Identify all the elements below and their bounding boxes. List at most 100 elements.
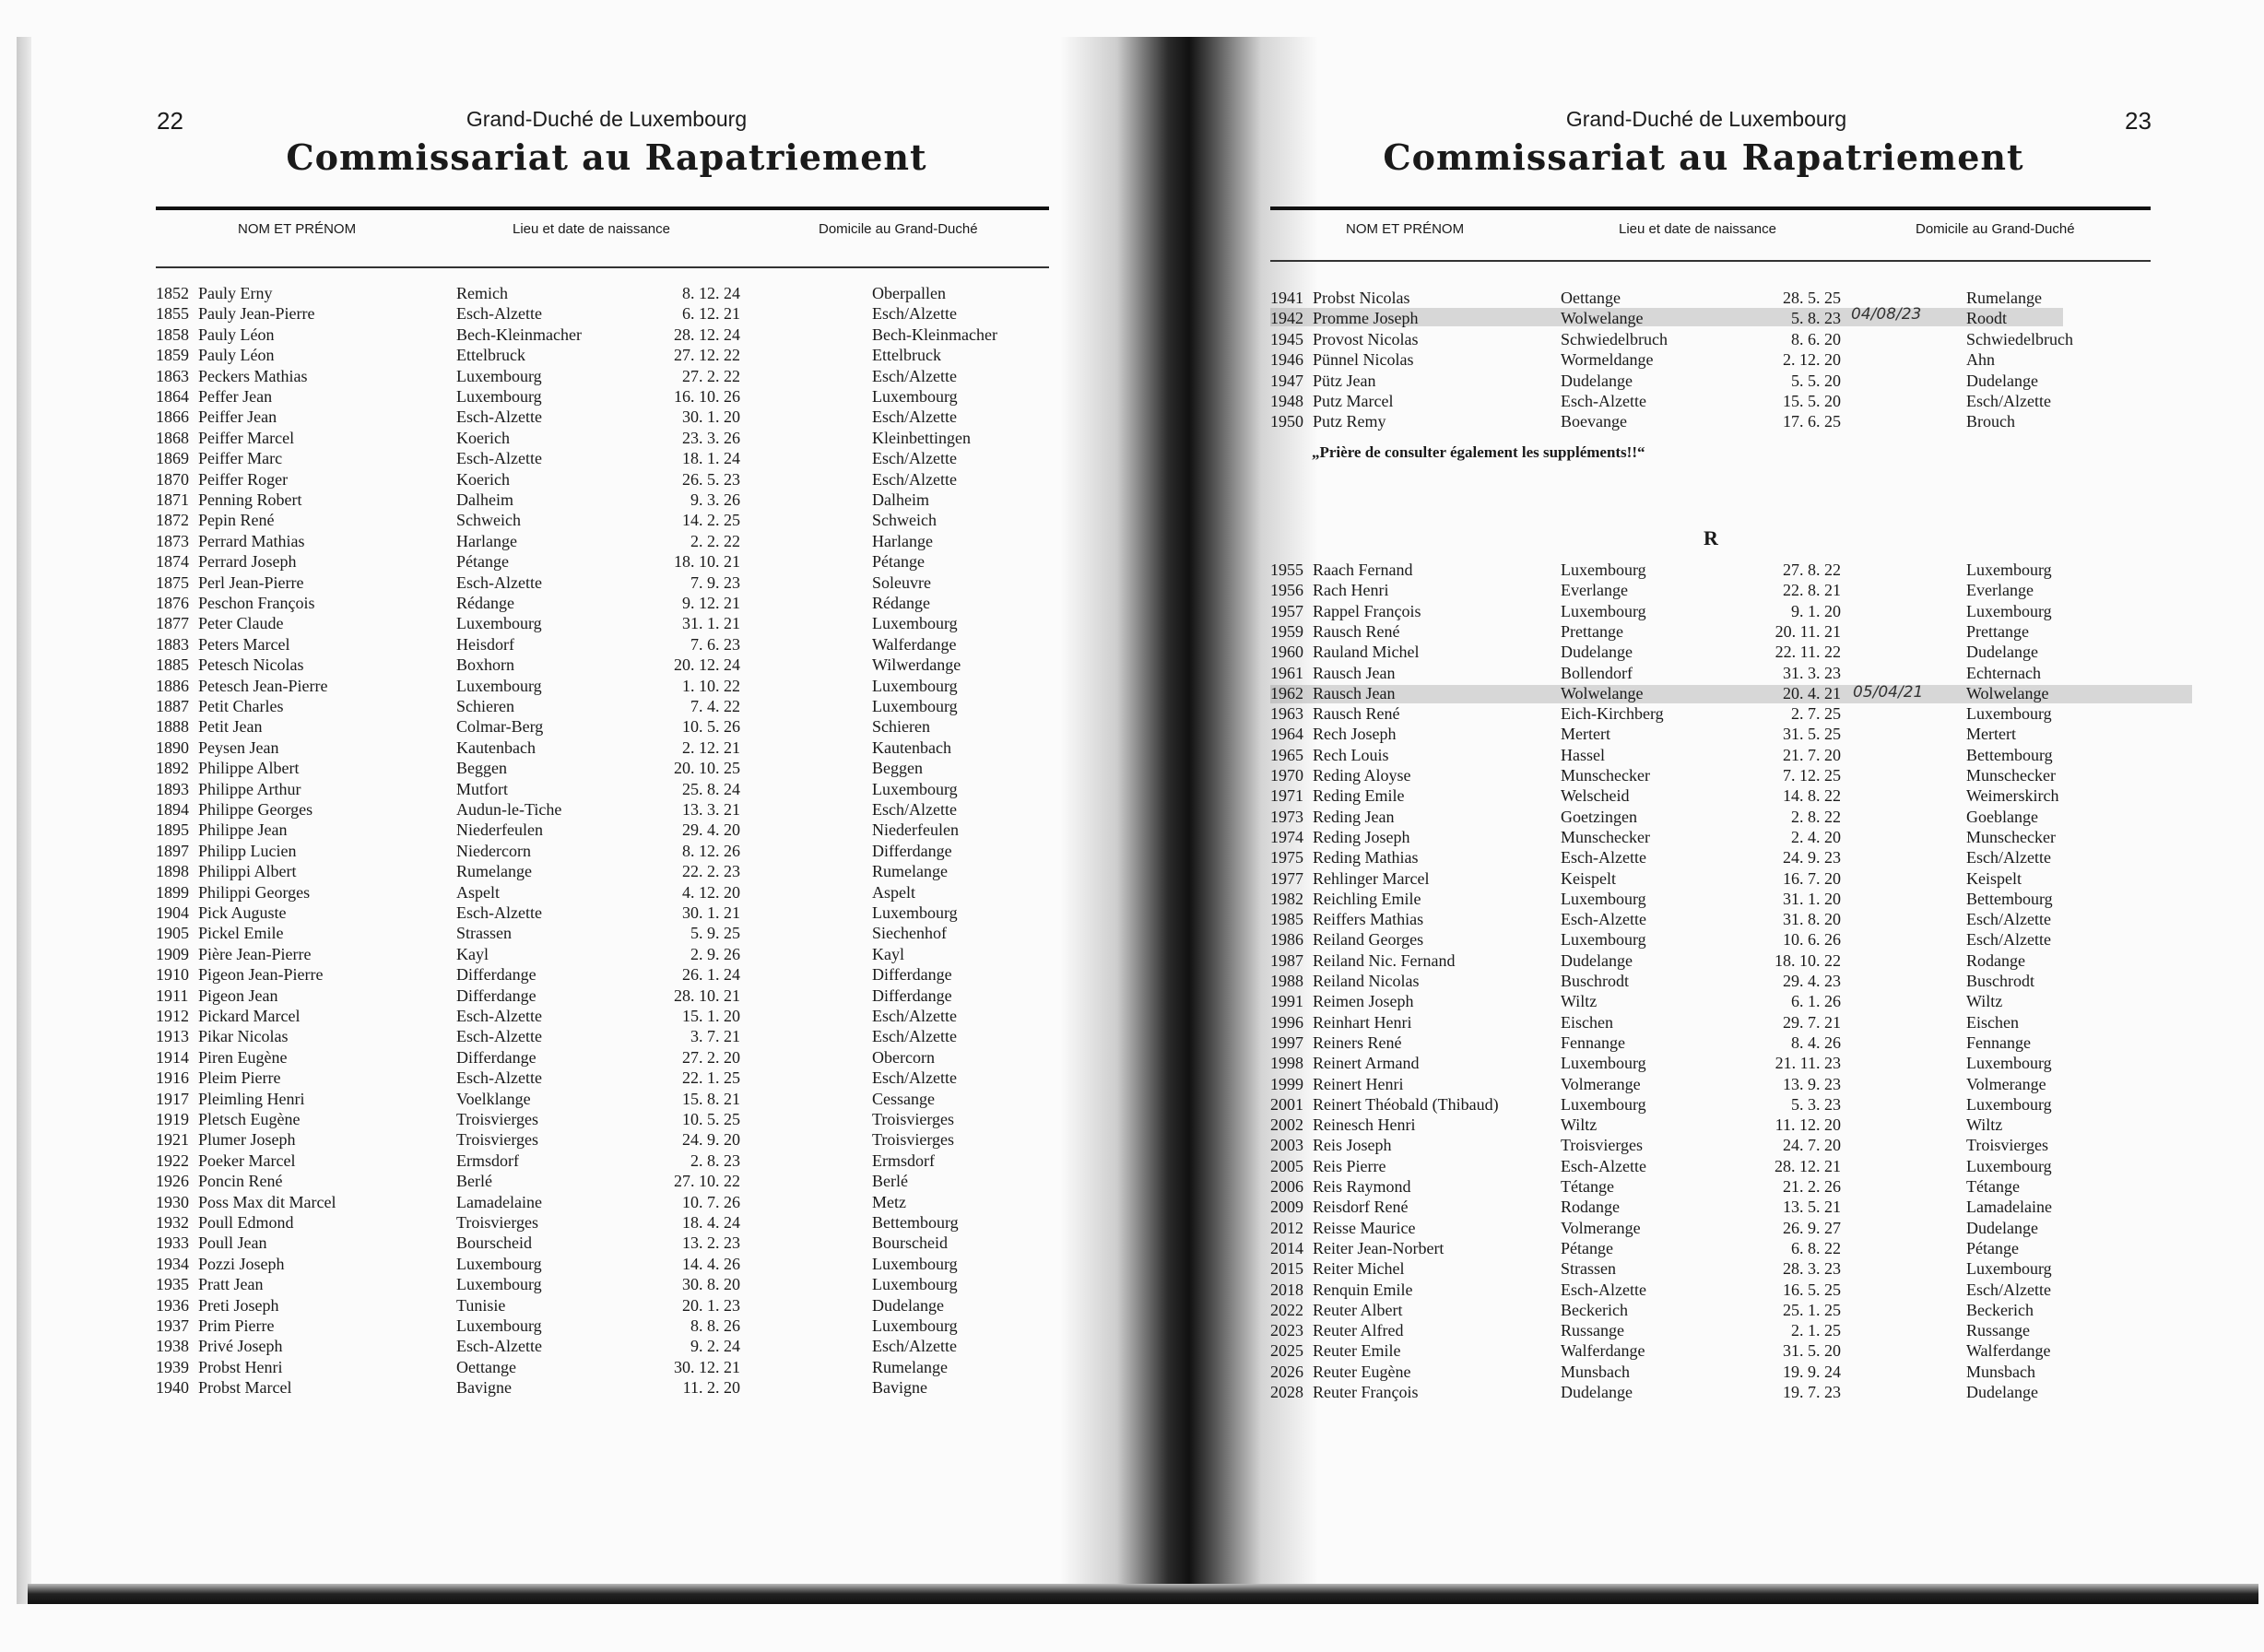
entry-name: Pick Auguste: [198, 903, 287, 922]
birthplace: Heisdorf: [456, 634, 514, 654]
entry-name: Reichling Emile: [1313, 889, 1421, 908]
domicile: Pétange: [872, 552, 925, 572]
table-row: 1892 Philippe Albert Beggen 20. 10. 25 Begge…: [0, 758, 1132, 778]
birthplace: Tétange: [1561, 1177, 1614, 1196]
table-row: 1868 Peiffer Marcel Koerich 23. 3. 26 Kleinb…: [0, 428, 1132, 448]
birth-date: 26. 5. 23: [682, 469, 740, 489]
entry-name: Raach Fernand: [1313, 560, 1413, 579]
birth-date: 15. 8. 21: [682, 1089, 740, 1108]
scan-edge-shadow: [17, 37, 31, 1604]
entry-name: Prim Pierre: [198, 1316, 275, 1335]
entry-number: 1962: [1270, 683, 1303, 702]
entry-name: Putz Marcel: [1313, 392, 1394, 410]
entry-number: 1938: [156, 1337, 189, 1356]
table-row: 1998 Reinert Armand Luxembourg 21. 11. 23 Lu…: [1132, 1053, 2264, 1073]
domicile: Luxembourg: [872, 614, 958, 633]
domicile: Berlé: [872, 1172, 908, 1191]
table-row: 2018 Renquin Emile Esch-Alzette 16. 5. 25 Es…: [1132, 1280, 2264, 1300]
birthplace: Esch-Alzette: [456, 449, 542, 468]
birthplace: Esch-Alzette: [1561, 848, 1646, 867]
table-row: 1890 Peysen Jean Kautenbach 2. 12. 21 Kauten…: [0, 738, 1132, 758]
birth-date: 31. 8. 20: [1783, 910, 1841, 929]
entry-name: Preti Joseph: [198, 1295, 279, 1315]
entry-number: 1905: [156, 924, 189, 943]
birth-date: 7. 6. 23: [690, 634, 740, 654]
entry-number: 1988: [1270, 972, 1303, 990]
entry-number: 1852: [156, 284, 189, 302]
entry-number: 1876: [156, 594, 189, 612]
birth-date: 21. 2. 26: [1783, 1177, 1841, 1196]
table-row: 1999 Reinert Henri Volmerange 13. 9. 23 Volm…: [1132, 1074, 2264, 1094]
birthplace: Aspelt: [456, 882, 500, 902]
entry-number: 2005: [1270, 1156, 1303, 1175]
entry-name: Pickard Marcel: [198, 1007, 301, 1025]
entry-name: Philippe Albert: [198, 759, 300, 778]
entry-number: 1947: [1270, 371, 1303, 390]
birthplace: Russange: [1561, 1321, 1624, 1340]
birth-date: 28. 10. 21: [674, 985, 740, 1005]
birth-date: 30. 12. 21: [674, 1357, 740, 1376]
table-row: 1957 Rappel François Luxembourg 9. 1. 20 Lux…: [1132, 601, 2264, 621]
domicile: Aspelt: [872, 882, 915, 902]
entry-name: Reinert Théobald (Thibaud): [1313, 1094, 1499, 1114]
book-gutter-shadow: [1060, 37, 1318, 1604]
entry-number: 1886: [156, 676, 189, 695]
entry-name: Penning Robert: [198, 490, 302, 509]
birthplace: Luxembourg: [1561, 930, 1646, 950]
entry-number: 1871: [156, 490, 189, 509]
column-rule: [1270, 260, 2151, 262]
birth-date: 3. 7. 21: [690, 1027, 740, 1046]
birth-date: 22. 11. 22: [1775, 643, 1841, 662]
domicile: Schweich: [872, 511, 937, 530]
table-row: 1950 Putz Remy Boevange 17. 6. 25 Brouch: [1132, 411, 2264, 431]
column-header-domicile: Domicile au Grand-Duché: [1916, 221, 2075, 237]
domicile: Luxembourg: [872, 779, 958, 798]
table-row: 1938 Privé Joseph Esch-Alzette 9. 2. 24 Esch…: [0, 1336, 1132, 1356]
birthplace: Esch-Alzette: [1561, 910, 1646, 929]
entry-number: 1950: [1270, 412, 1303, 431]
entry-number: 1887: [156, 697, 189, 715]
entry-number: 2009: [1270, 1198, 1303, 1217]
domicile: Kleinbettingen: [872, 428, 971, 447]
birth-date: 10. 7. 26: [682, 1192, 740, 1211]
domicile: Everlange: [1966, 581, 2034, 600]
birth-date: 28. 5. 25: [1783, 289, 1841, 307]
birth-date: 1. 10. 22: [682, 676, 740, 695]
entry-name: Peiffer Marc: [198, 449, 283, 468]
entry-name: Pratt Jean: [198, 1275, 264, 1294]
birthplace: Differdange: [456, 965, 537, 985]
entry-number: 1921: [156, 1130, 189, 1150]
entry-number: 1960: [1270, 643, 1303, 662]
entry-name: Peiffer Marcel: [198, 428, 295, 447]
entry-name: Probst Henri: [198, 1357, 283, 1376]
entry-number: 1872: [156, 511, 189, 530]
domicile: Cessange: [872, 1089, 935, 1108]
table-row: 1947 Pütz Jean Dudelange 5. 5. 20 Dudelange: [1132, 371, 2264, 391]
birth-date: 2. 12. 20: [1783, 350, 1841, 370]
birth-date: 7. 12. 25: [1783, 766, 1841, 785]
table-row: 1871 Penning Robert Dalheim 9. 3. 26 Dalheim: [0, 490, 1132, 510]
birthplace: Dalheim: [456, 490, 513, 509]
birthplace: Eich-Kirchberg: [1561, 704, 1664, 724]
birth-date: 21. 11. 23: [1775, 1054, 1841, 1073]
entry-name: Promme Joseph: [1313, 309, 1419, 328]
entry-name: Pünnel Nicolas: [1313, 350, 1414, 370]
table-row: 1975 Reding Mathias Esch-Alzette 24. 9. 23 E…: [1132, 847, 2264, 867]
entry-name: Reiland Nic. Fernand: [1313, 950, 1456, 970]
birth-date: 19. 9. 24: [1783, 1362, 1841, 1381]
table-row: 1855 Pauly Jean-Pierre Esch-Alzette 6. 12. …: [0, 303, 1132, 324]
table-row: 1921 Plumer Joseph Troisvierges 24. 9. 20 Tr…: [0, 1129, 1132, 1150]
table-row: 1996 Reinhart Henri Eischen 29. 7. 21 Eische…: [1132, 1012, 2264, 1032]
domicile: Kayl: [872, 944, 904, 963]
table-row: 1997 Reiners René Fennange 8. 4. 26 Fennange: [1132, 1032, 2264, 1053]
birth-date: 2. 1. 25: [1791, 1321, 1841, 1340]
birth-date: 31. 1. 21: [682, 614, 740, 633]
birthplace: Luxembourg: [1561, 1054, 1646, 1073]
entry-number: 1932: [156, 1213, 189, 1232]
birthplace: Mertert: [1561, 725, 1610, 744]
birthplace: Mutfort: [456, 779, 508, 798]
birth-date: 16. 7. 20: [1783, 868, 1841, 888]
domicile: Rédange: [872, 594, 930, 612]
birth-date: 18. 10. 21: [674, 552, 740, 572]
entry-number: 1973: [1270, 807, 1303, 826]
